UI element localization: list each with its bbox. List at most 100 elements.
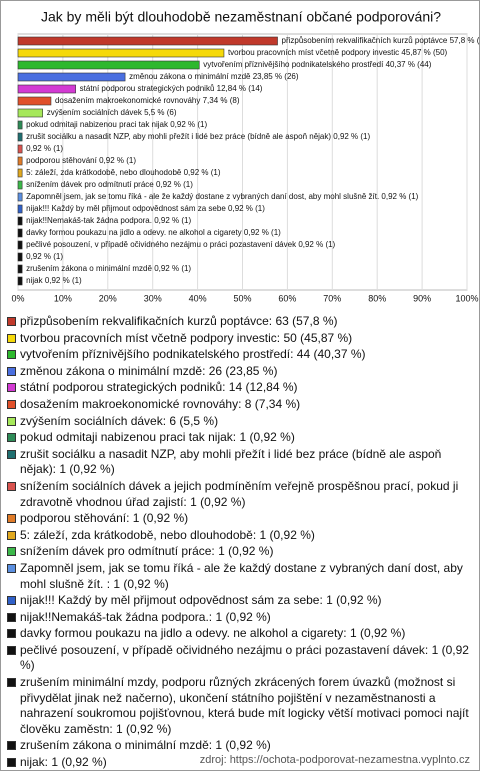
legend-swatch [7, 333, 16, 343]
legend-item: snížením sociálních dávek a jejich podmí… [7, 479, 473, 510]
legend-swatch [7, 758, 16, 768]
legend-label: nijak: 1 (0,92 %) [20, 755, 107, 770]
category-label: zvýšením sociálních dávek [47, 108, 143, 117]
legend-item: vytvořením příznivějšího podnikatelského… [7, 347, 473, 363]
category-label: 5: záleží, zda krátkodobě, nebo dlouhodo… [26, 168, 182, 177]
bar [17, 276, 23, 286]
legend-item: zrušit sociálku a nasadit NZP, aby mohli… [7, 447, 473, 478]
category-label: přizpůsobením rekvalifikačních kurzů pop… [282, 36, 448, 45]
legend-swatch [7, 366, 16, 376]
legend-item: pokud odmitaji nabizenou praci tak nijak… [7, 430, 473, 446]
legend-label: podporou stěhování: 1 (0,92 %) [20, 511, 189, 526]
legend-label: zrušit sociálku a nasadit NZP, aby mohli… [20, 446, 442, 477]
category-label: zrušit sociálku a nasadit NZP, aby mohli… [26, 132, 331, 141]
bar-label: vytvořením příznivějšího podnikatelského… [203, 60, 431, 69]
legend: přizpůsobením rekvalifikačních kurzů pop… [7, 314, 473, 770]
bar-label: přizpůsobením rekvalifikačních kurzů pop… [282, 36, 479, 45]
value-label: 40,37 % (44) [386, 60, 432, 69]
bar-label: tvorbou pracovních míst včetně podpory i… [228, 48, 448, 57]
value-label: 0,92 % (1) [184, 168, 221, 177]
x-tick-label: 10% [54, 293, 72, 303]
bar-label: snížením dávek pro odmítnutí práce 0,92 … [26, 180, 193, 189]
bar [17, 156, 23, 166]
legend-item: změnou zákona o minimální mzdě: 26 (23,8… [7, 364, 473, 380]
category-label: pokud odmitaji nabizenou praci tak nijak [26, 120, 169, 129]
legend-swatch [7, 741, 16, 751]
legend-label: zvýšením sociálních dávek: 6 (5,5 %) [20, 413, 219, 428]
source: zdroj: https://ochota-podporovat-nezames… [199, 754, 470, 766]
legend-swatch [7, 612, 16, 622]
category-label: nijak [26, 276, 43, 285]
x-tick-label: 50% [233, 293, 251, 303]
legend-item: zrušením zákona o minimální mzdě: 1 (0,9… [7, 738, 473, 754]
category-label: zrušením zákona o minimální mzdě [26, 264, 152, 273]
category-label: nijak!!! Každý by měl přijmout odpovědno… [26, 204, 226, 213]
bar-label: zrušit sociálku a nasadit NZP, aby mohli… [26, 132, 370, 141]
value-label: 0,92 % (1) [26, 144, 63, 153]
legend-swatch [7, 530, 16, 540]
legend-item: podporou stěhování: 1 (0,92 %) [7, 511, 473, 527]
value-label: 5,5 % (6) [144, 108, 177, 117]
x-tick-label: 20% [99, 293, 117, 303]
bar-label: zvýšením sociálních dávek 5,5 % (6) [47, 108, 177, 117]
legend-label: státní podporou strategických podniků: 1… [20, 380, 298, 395]
bar [17, 252, 23, 262]
bar [17, 228, 23, 238]
legend-item: pečlivé posouzení, v případě očividného … [7, 643, 473, 674]
bar-label: zrušením zákona o minimální mzdě 0,92 % … [26, 264, 191, 273]
value-label: 23,85 % (26) [253, 72, 299, 81]
legend-item: Zapomněl jsem, jak se tomu říká - ale že… [7, 561, 473, 592]
legend-swatch [7, 629, 16, 639]
value-label: 0,92 % (1) [381, 192, 418, 201]
bar-label: 5: záleží, zda krátkodobě, nebo dlouhodo… [26, 168, 221, 177]
legend-swatch [7, 514, 16, 524]
category-label: Zapomněl jsem, jak se tomu říká - ale že… [26, 192, 379, 201]
legend-swatch [7, 399, 16, 409]
bar-label: pokud odmitaji nabizenou praci tak nijak… [26, 120, 207, 129]
x-tick-label: 0% [11, 293, 24, 303]
legend-label: přizpůsobením rekvalifikačních kurzů pop… [20, 314, 338, 328]
bar [17, 96, 52, 106]
value-label: 0,92 % (1) [154, 216, 191, 225]
legend-label: tvorbou pracovních míst včetně podpory i… [20, 330, 353, 345]
value-label: 12,84 % (14) [217, 84, 263, 93]
bar-label: pečlivé posouzení, v případě očividného … [26, 240, 335, 249]
category-label: nijak!!Nemakáš-tak žádna podpora. [26, 216, 152, 225]
bar [17, 48, 225, 58]
x-tick-label: 40% [189, 293, 207, 303]
bar [17, 168, 23, 178]
category-label: pečlivé posouzení, v případě očividného … [26, 240, 297, 249]
value-label: 0,92 % (1) [228, 204, 265, 213]
legend-label: zrušením zákona o minimální mzdě: 1 (0,9… [20, 738, 271, 753]
legend-label: snížením dávek pro odmítnutí práce: 1 (0… [20, 544, 274, 559]
category-label: tvorbou pracovních míst včetně podpory i… [228, 48, 399, 57]
x-tick-label: 100% [455, 293, 478, 303]
legend-swatch [7, 350, 16, 360]
legend-item: tvorbou pracovních míst včetně podpory i… [7, 331, 473, 347]
legend-label: pokud odmitaji nabizenou praci tak nijak… [20, 430, 295, 445]
legend-swatch [7, 317, 16, 326]
legend-item: přizpůsobením rekvalifikačních kurzů pop… [7, 314, 473, 330]
legend-item: zrušením minimální mzdy, podporu různých… [7, 675, 473, 737]
bar-label: 0,92 % (1) [26, 144, 63, 153]
bar [17, 240, 23, 250]
legend-swatch [7, 547, 16, 557]
bar [17, 84, 76, 94]
legend-label: nijak!!! Každý by měl přijmout odpovědno… [20, 593, 382, 608]
category-label: změnou zákona o minimální mzdě [129, 72, 251, 81]
legend-swatch [7, 596, 16, 606]
bar-label: nijak!!Nemakáš-tak žádna podpora. 0,92 %… [26, 216, 191, 225]
x-tick-label: 90% [413, 293, 431, 303]
category-label: podporou stěhování [26, 156, 98, 165]
value-label: 0,92 % (1) [26, 252, 63, 261]
bar-label: státní podporou strategických podniků 12… [80, 84, 263, 93]
bar [17, 108, 43, 118]
legend-item: nijak!!! Každý by měl přijmout odpovědno… [7, 593, 473, 609]
chart-title: Jak by měli být dlouhodobě nezaměstnaní … [41, 9, 441, 25]
bar-label: změnou zákona o minimální mzdě 23,85 % (… [129, 72, 299, 81]
value-label: 0,92 % (1) [333, 132, 370, 141]
legend-label: snížením sociálních dávek a jejich podmí… [20, 478, 459, 509]
legend-label: davky formou poukazu na jidlo a odevy. n… [20, 626, 406, 641]
x-tick-label: 80% [368, 293, 386, 303]
